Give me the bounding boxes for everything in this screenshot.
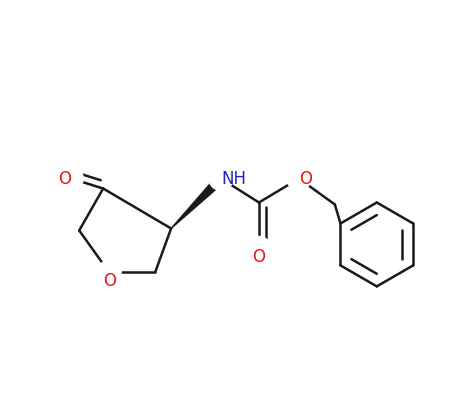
Text: O: O bbox=[253, 248, 266, 266]
Circle shape bbox=[97, 260, 121, 284]
Text: NH: NH bbox=[221, 170, 246, 188]
Circle shape bbox=[209, 166, 233, 190]
Circle shape bbox=[247, 237, 271, 260]
Polygon shape bbox=[171, 175, 225, 228]
Text: O: O bbox=[58, 170, 71, 188]
Circle shape bbox=[287, 166, 311, 190]
Circle shape bbox=[59, 166, 83, 190]
Text: O: O bbox=[103, 273, 116, 290]
Text: O: O bbox=[299, 170, 312, 188]
